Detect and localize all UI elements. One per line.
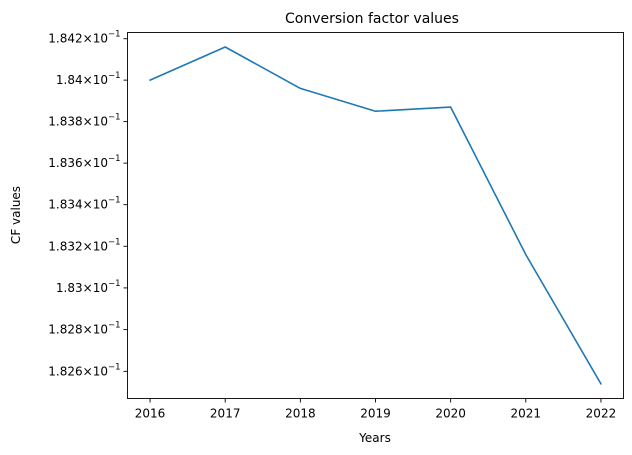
x-tick-label: 2017 [210, 407, 241, 421]
y-tick-label: 1.828×10−1 [48, 321, 120, 337]
series-line-cf-values [149, 46, 602, 385]
x-tick-label: 2020 [435, 407, 466, 421]
plot-frame [127, 32, 624, 399]
y-tick-label: 1.836×10−1 [48, 154, 120, 170]
x-tick-label: 2021 [511, 407, 542, 421]
x-axis-label: Years [358, 431, 391, 445]
y-axis-ticks: 1.826×10−1 1.828×10−1 1.83×10−1 1.832×10−1 1… [48, 30, 128, 378]
y-tick-label: 1.832×10−1 [48, 237, 120, 253]
x-tick-label: 2019 [360, 407, 391, 421]
x-tick-label: 2016 [135, 407, 166, 421]
x-tick-label: 2018 [285, 407, 316, 421]
y-axis-label: CF values [9, 186, 23, 244]
y-tick-label: 1.834×10−1 [48, 196, 120, 212]
y-tick-label: 1.826×10−1 [48, 362, 120, 378]
chart-title: Conversion factor values [285, 11, 459, 27]
x-axis-ticks: 2016 2017 2018 2019 2020 2021 2022 [135, 398, 617, 421]
y-tick-label: 1.842×10−1 [48, 30, 120, 46]
y-tick-label: 1.838×10−1 [48, 113, 120, 129]
y-tick-label: 1.83×10−1 [56, 279, 121, 295]
y-tick-label: 1.84×10−1 [56, 71, 121, 87]
x-tick-label: 2022 [586, 407, 617, 421]
